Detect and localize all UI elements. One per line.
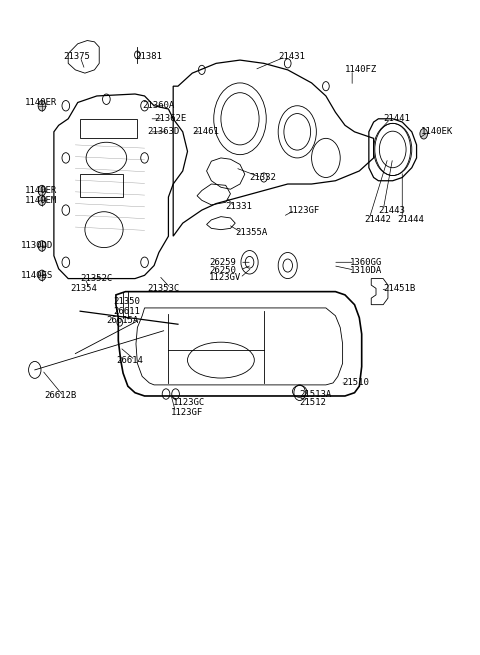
Text: 21442: 21442 [364, 215, 391, 225]
Text: 1140FZ: 1140FZ [345, 66, 377, 75]
Text: 21444: 21444 [397, 215, 424, 225]
Text: 1130DD: 1130DD [21, 242, 53, 250]
Text: 1140ER: 1140ER [25, 98, 58, 107]
Text: 21431: 21431 [278, 52, 305, 62]
Text: 21354: 21354 [71, 284, 97, 293]
Text: 1123GC: 1123GC [173, 398, 205, 407]
Text: 21363D: 21363D [147, 127, 179, 136]
Text: 26614: 26614 [116, 356, 143, 365]
Text: 1140ER: 1140ER [25, 186, 58, 195]
Text: 26615A: 26615A [107, 316, 139, 326]
Text: 1140EM: 1140EM [25, 196, 58, 205]
Text: 21332: 21332 [250, 173, 276, 182]
Text: 21331: 21331 [226, 202, 252, 212]
Text: 26250: 26250 [209, 266, 236, 274]
Text: 21353C: 21353C [147, 284, 179, 293]
Text: 21451B: 21451B [383, 284, 415, 293]
Text: 21355A: 21355A [235, 229, 267, 237]
Circle shape [38, 100, 46, 111]
Text: 21443: 21443 [378, 206, 405, 215]
Circle shape [38, 195, 46, 206]
Text: 1360GG: 1360GG [350, 258, 382, 267]
Text: 1310DA: 1310DA [350, 266, 382, 274]
Text: 21513A: 21513A [300, 390, 332, 398]
Text: 21381: 21381 [135, 52, 162, 62]
Text: 21362E: 21362E [154, 114, 186, 123]
Circle shape [38, 270, 46, 280]
Text: 21512: 21512 [300, 398, 326, 407]
Text: 21360A: 21360A [142, 102, 174, 110]
Circle shape [38, 185, 46, 196]
Text: 21350: 21350 [114, 297, 141, 306]
Text: 21352C: 21352C [80, 274, 112, 283]
Text: 21461: 21461 [192, 127, 219, 136]
Text: 1140EK: 1140EK [421, 127, 454, 136]
Text: 1140ES: 1140ES [21, 271, 53, 280]
Text: 21510: 21510 [343, 379, 370, 388]
Text: 1123GF: 1123GF [288, 206, 320, 215]
Circle shape [420, 128, 428, 139]
Text: 21375: 21375 [63, 52, 90, 62]
Text: 21441: 21441 [383, 114, 410, 123]
Text: 26259: 26259 [209, 258, 236, 267]
Text: 1123GV: 1123GV [209, 273, 241, 282]
Text: 1123GF: 1123GF [171, 408, 203, 417]
Text: 26612B: 26612B [44, 392, 77, 400]
Circle shape [38, 241, 46, 251]
Text: 26611: 26611 [114, 307, 141, 316]
